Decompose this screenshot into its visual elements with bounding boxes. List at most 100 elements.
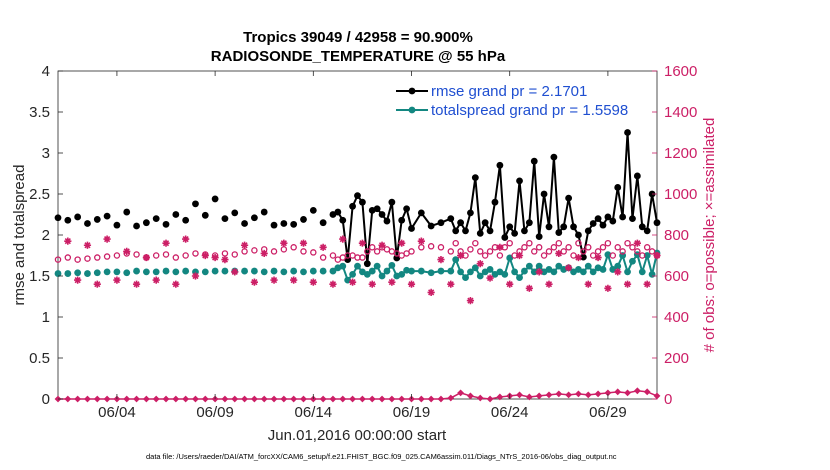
totalspread-point bbox=[329, 267, 337, 275]
x-axis-ticks: 06/04 06/09 06/14 06/19 06/24 06/29 bbox=[98, 71, 627, 421]
possible-obs-point bbox=[162, 251, 170, 258]
possible-obs-point bbox=[251, 247, 258, 254]
totalspread-point bbox=[300, 268, 307, 276]
possible-obs-point bbox=[427, 243, 435, 250]
possible-obs-point bbox=[555, 239, 563, 247]
assimilated-obs-point bbox=[476, 260, 484, 268]
assimilated-obs-point bbox=[182, 235, 190, 243]
y-right-tick-label: 1200 bbox=[664, 145, 697, 162]
rejected-obs-point bbox=[368, 395, 376, 403]
rmse-point bbox=[575, 231, 582, 239]
possible-obs-point bbox=[526, 239, 533, 247]
totalspread-point bbox=[309, 267, 317, 275]
rmse-point bbox=[476, 229, 484, 237]
rmse-point bbox=[393, 254, 401, 262]
totalspread-point bbox=[614, 262, 622, 270]
possible-obs-point bbox=[476, 248, 484, 255]
assimilated-obs-point bbox=[299, 239, 308, 247]
rmse-point bbox=[624, 129, 631, 136]
totalspread-point bbox=[398, 270, 406, 278]
assimilated-obs-point bbox=[260, 249, 268, 258]
rmse-point bbox=[471, 174, 479, 182]
assimilated-obs-point bbox=[388, 278, 396, 286]
possible-obs-point bbox=[373, 248, 381, 255]
rejected-obs-point bbox=[525, 393, 533, 401]
rmse-point bbox=[250, 214, 258, 222]
rmse-point bbox=[609, 217, 617, 225]
legend-spread-marker bbox=[408, 106, 416, 114]
assimilated-obs-point bbox=[74, 276, 82, 284]
rmse-point bbox=[540, 190, 548, 198]
totalspread-point bbox=[162, 267, 170, 275]
rejected-obs-point bbox=[74, 395, 82, 403]
rmse-point bbox=[491, 198, 499, 206]
y-axis-left-label: rmse and totalspread bbox=[11, 165, 28, 306]
totalspread-point bbox=[462, 274, 469, 282]
possible-obs-point bbox=[619, 248, 626, 255]
rmse-point bbox=[452, 227, 460, 235]
rmse-point bbox=[619, 213, 627, 221]
rejected-obs-point bbox=[427, 395, 435, 403]
chart-title-line1: Tropics 39049 / 42958 = 90.900% bbox=[243, 29, 473, 46]
assimilated-obs-point bbox=[614, 268, 622, 276]
rejected-obs-point bbox=[467, 392, 474, 400]
rmse-point bbox=[604, 213, 612, 221]
rmse-point bbox=[192, 200, 199, 208]
totalspread-point bbox=[427, 269, 435, 277]
rmse-point bbox=[565, 194, 573, 202]
totalspread-point bbox=[93, 269, 101, 277]
possible-obs-point bbox=[231, 251, 239, 258]
possible-obs-point bbox=[521, 244, 528, 251]
rmse-point bbox=[457, 219, 465, 227]
possible-obs-point bbox=[531, 248, 538, 255]
totalspread-point bbox=[84, 270, 91, 277]
rmse-point bbox=[550, 153, 558, 161]
rejected-obs-point bbox=[604, 389, 612, 397]
assimilated-obs-point bbox=[339, 235, 347, 243]
rmse-point bbox=[437, 219, 445, 227]
rmse-point bbox=[403, 205, 410, 213]
rmse-point bbox=[408, 225, 415, 232]
totalspread-point bbox=[378, 272, 386, 280]
right-axis-ticks: 0 200 400 600 800 1000 1200 1400 1600 bbox=[652, 63, 697, 408]
totalspread-point bbox=[408, 267, 415, 275]
rmse-point bbox=[633, 172, 641, 180]
possible-obs-point bbox=[113, 252, 121, 259]
legend-rmse-marker bbox=[408, 87, 416, 95]
rmse-point bbox=[584, 227, 592, 235]
x-tick-label: 06/14 bbox=[295, 404, 333, 421]
rejected-obs-point bbox=[476, 394, 484, 402]
assimilated-obs-point bbox=[398, 239, 406, 247]
possible-obs-point bbox=[437, 244, 445, 251]
rmse-point bbox=[643, 227, 651, 235]
possible-obs-point bbox=[604, 239, 612, 247]
possible-obs-point bbox=[506, 239, 513, 247]
rejected-obs-point bbox=[594, 390, 602, 398]
possible-obs-point bbox=[74, 256, 81, 263]
y-right-tick-label: 200 bbox=[664, 350, 689, 367]
rmse-point bbox=[133, 222, 140, 230]
assimilated-obs-point bbox=[633, 239, 641, 247]
possible-obs-point bbox=[329, 252, 337, 259]
totalspread-point bbox=[64, 270, 72, 277]
possible-obs-point bbox=[634, 248, 641, 255]
rejected-obs-point bbox=[270, 395, 278, 403]
totalspread-point bbox=[457, 268, 465, 276]
assimilated-obs-point bbox=[201, 251, 209, 260]
rejected-obs-point bbox=[93, 395, 101, 403]
assimilated-obs-point bbox=[250, 278, 258, 286]
rejected-obs-point bbox=[152, 395, 160, 403]
possible-obs-point bbox=[452, 239, 459, 247]
rejected-obs-point bbox=[84, 395, 91, 403]
y-left-tick-label: 3.5 bbox=[29, 104, 50, 121]
possible-obs-point bbox=[152, 252, 160, 259]
possible-obs-point bbox=[103, 253, 111, 260]
assimilated-obs-point bbox=[309, 278, 317, 286]
rmse-point bbox=[290, 220, 298, 228]
rmse-point bbox=[270, 221, 278, 229]
totalspread-point bbox=[354, 262, 361, 270]
y-left-tick-label: 3 bbox=[42, 145, 50, 162]
rmse-point bbox=[481, 219, 489, 227]
plot-area bbox=[57, 70, 658, 400]
